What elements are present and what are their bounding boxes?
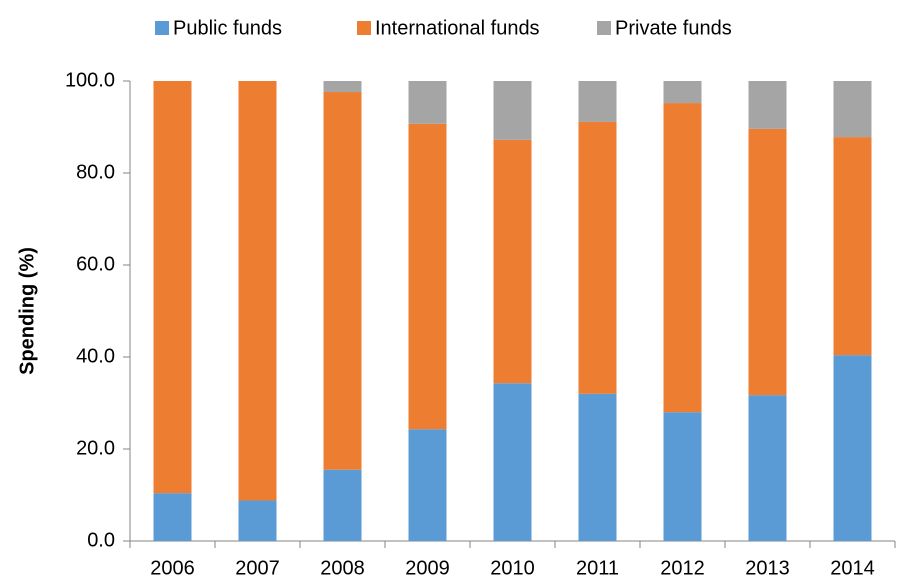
x-tick-label: 2014 (830, 557, 875, 579)
y-axis-label: Spending (%) (16, 247, 38, 375)
legend-swatch (155, 21, 169, 35)
bar-segment (153, 493, 192, 541)
x-tick-label: 2007 (235, 557, 280, 579)
bar-segment (323, 92, 362, 470)
legend-label: Private funds (615, 17, 732, 39)
legend-swatch (357, 21, 371, 35)
bar-segment (578, 81, 617, 122)
bar-segment (408, 81, 447, 124)
x-tick-label: 2009 (405, 557, 450, 579)
bar-segment (238, 81, 277, 501)
bar-segment (408, 123, 447, 430)
x-tick-label: 2012 (660, 557, 705, 579)
x-tick-label: 2006 (150, 557, 195, 579)
bar-segment (663, 412, 702, 541)
x-tick-label: 2011 (576, 557, 619, 579)
y-tick-label: 40.0 (76, 345, 115, 367)
bar-segment (578, 121, 617, 394)
bar-segment (578, 393, 617, 541)
bar-segment (663, 81, 702, 104)
y-tick-label: 60.0 (76, 253, 115, 275)
x-tick-label: 2008 (320, 557, 365, 579)
bar-segment (493, 81, 532, 140)
bar-segment (833, 81, 872, 138)
bar-segment (153, 81, 192, 494)
bar-segment (833, 137, 872, 356)
y-tick-label: 0.0 (87, 529, 115, 551)
legend-label: International funds (375, 17, 540, 39)
x-tick-label: 2013 (745, 557, 790, 579)
bar-segment (748, 128, 787, 396)
bar-segment (748, 81, 787, 129)
legend-label: Public funds (173, 17, 282, 39)
bar-segment (663, 103, 702, 413)
bar-segment (323, 81, 362, 93)
bar-segment (748, 395, 787, 541)
bar-segment (408, 429, 447, 541)
bar-segment (238, 500, 277, 541)
y-tick-label: 100.0 (65, 69, 115, 91)
y-tick-label: 20.0 (76, 437, 115, 459)
bar-segment (493, 139, 532, 384)
y-tick-label: 80.0 (76, 161, 115, 183)
bar-segment (323, 469, 362, 541)
legend-swatch (597, 21, 611, 35)
bar-segment (833, 355, 872, 541)
bar-segment (493, 383, 532, 541)
x-tick-label: 2010 (490, 557, 535, 579)
